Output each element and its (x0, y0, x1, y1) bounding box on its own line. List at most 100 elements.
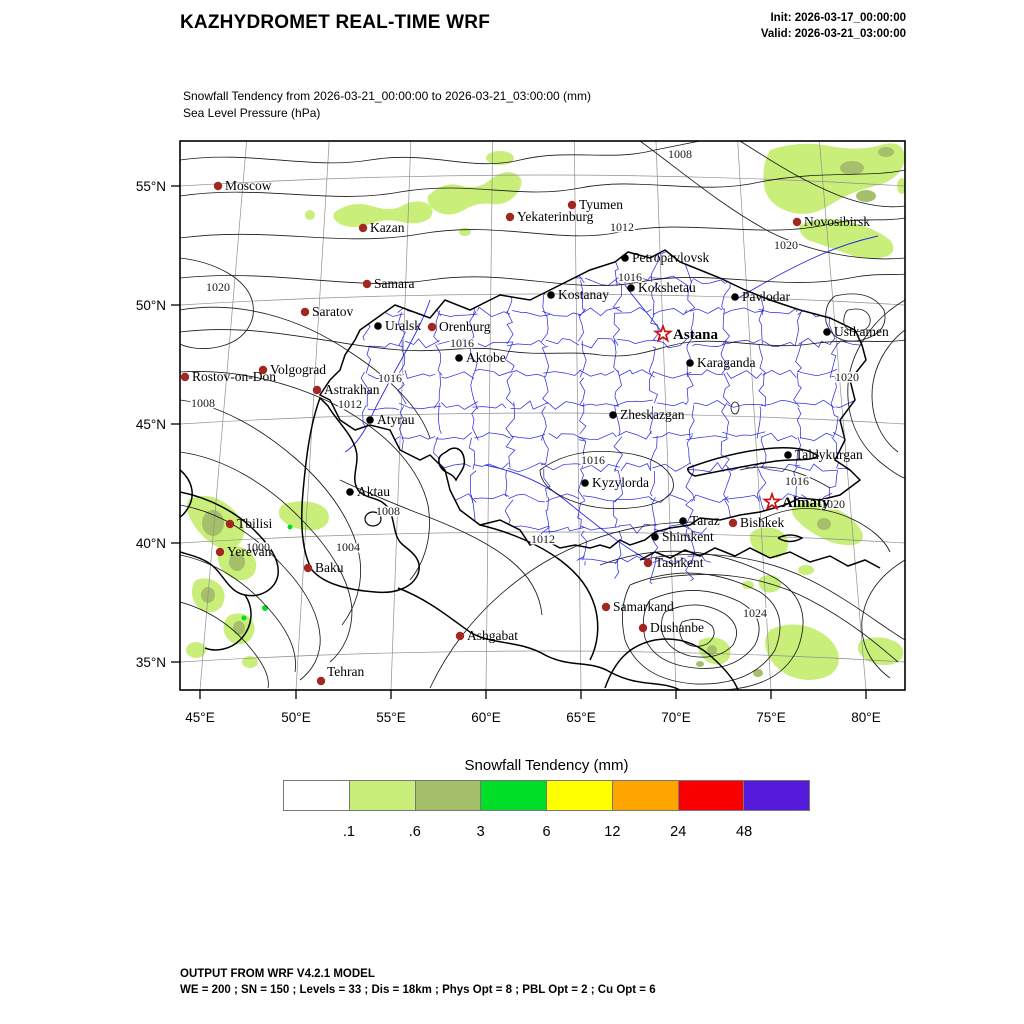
isobar (180, 169, 905, 197)
district-boundary (540, 433, 586, 466)
isobar (180, 141, 701, 165)
district-boundary (721, 402, 763, 439)
city-marker (316, 676, 326, 686)
y-axis-label: 55°N (136, 179, 166, 194)
meridian-line (485, 141, 493, 690)
snow-patch-heavy (856, 190, 876, 202)
district-boundary (796, 399, 835, 439)
isobar (730, 401, 740, 415)
country-border (604, 638, 739, 690)
country-border (180, 469, 193, 518)
district-boundary (580, 277, 619, 312)
pressure-label: 1004 (336, 540, 360, 554)
city-marker (731, 293, 739, 301)
city-label: Taldykurgan (795, 447, 863, 462)
district-boundary (794, 307, 838, 346)
pressure-label: 1020 (835, 370, 859, 384)
district-boundary (612, 496, 654, 528)
district-boundary (648, 338, 688, 375)
snow-patch-light (857, 637, 904, 666)
city-label: Volgograd (270, 362, 326, 377)
district-boundary (720, 556, 764, 585)
x-axis-label: 60°E (471, 710, 500, 725)
meridian-line (390, 141, 412, 690)
snow-patch-heavy (233, 621, 245, 635)
district-boundary (471, 403, 507, 441)
city-marker (366, 416, 374, 424)
city-label: Aktau (357, 484, 390, 499)
x-axis-label: 65°E (566, 710, 595, 725)
parallel-line (180, 650, 905, 663)
city-marker (358, 223, 368, 233)
isobar (871, 329, 905, 453)
district-boundary (650, 462, 691, 497)
city-label: Ashgabat (467, 628, 518, 643)
map-canvas: 1008 1012 1020 1020 1016 1016 1016 1020 1008 1012… (136, 140, 906, 725)
city-label: Tbilisi (237, 516, 273, 531)
district-boundary (650, 308, 688, 341)
isobar (847, 299, 905, 479)
pressure-label: 1016 (785, 474, 809, 488)
district-boundary (543, 463, 581, 498)
district-boundary (505, 339, 546, 374)
run-times: Init: 2026-03-17_00:00:00 Valid: 2026-03… (761, 10, 906, 42)
district-boundary (468, 306, 511, 343)
district-boundary (433, 555, 473, 585)
city-marker (651, 533, 659, 541)
pressure-label: 1024 (743, 606, 767, 620)
district-boundary (649, 432, 694, 471)
model-version: OUTPUT FROM WRF V4.2.1 MODEL (180, 968, 375, 980)
pressure-contours-layer (180, 141, 905, 690)
city-label: Tehran (327, 664, 365, 679)
isobar (639, 141, 905, 260)
district-boundary (614, 399, 653, 435)
valid-time: Valid: 2026-03-21_03:00:00 (760, 28, 906, 40)
city-label: Yekaterinburg (517, 209, 594, 224)
city-label: Pavlodar (742, 289, 790, 304)
isobar (429, 521, 696, 689)
city-marker (621, 254, 629, 262)
pressure-label: 1020 (206, 280, 230, 294)
y-axis-label: 50°N (136, 298, 166, 313)
district-boundary (505, 400, 548, 438)
legend-tick-label: .1 (342, 824, 355, 840)
isobar (599, 550, 804, 690)
isobar (339, 479, 543, 616)
snow-patch-light (749, 527, 789, 559)
district-boundary (720, 250, 766, 284)
x-axis-label: 50°E (281, 710, 310, 725)
legend-tick-label: 48 (736, 824, 753, 840)
district-boundary (579, 369, 615, 406)
district-boundary (613, 462, 652, 503)
district-boundary (829, 275, 866, 314)
map-frame (179, 140, 906, 691)
pressure-labels-layer: 1008 1012 1020 1020 1016 1016 1016 1020 1008 1012… (190, 146, 861, 622)
pressure-label: 1020 (821, 497, 845, 511)
country-border (204, 594, 252, 651)
snow-patch-intense (287, 524, 293, 530)
snow-patch-heavy (202, 510, 224, 536)
district-boundary (685, 494, 729, 534)
isobar (180, 601, 269, 689)
isobar (759, 508, 891, 553)
isobar (180, 257, 254, 349)
city-label: Moscow (225, 178, 272, 193)
isobar (180, 306, 431, 439)
district-boundary (688, 400, 726, 439)
district-boundary (796, 278, 833, 312)
district-boundary (650, 275, 689, 315)
legend-tick-label: 6 (542, 824, 551, 840)
city-label: Aktobe (466, 350, 506, 365)
district-boundary (580, 525, 620, 561)
capital-label: Almaty (782, 495, 830, 511)
country-borders-layer (180, 249, 881, 690)
field-line-snowfall: Snowfall Tendency from 2026-03-21_00:00:… (183, 89, 592, 103)
parallel-line (180, 412, 905, 425)
district-boundary (792, 250, 831, 281)
snow-patch-heavy (696, 661, 704, 667)
district-boundary (795, 432, 833, 466)
legend-cell (481, 781, 547, 810)
district-boundary (504, 493, 545, 529)
capital-label: Astana (673, 327, 719, 343)
isobar (621, 572, 781, 685)
